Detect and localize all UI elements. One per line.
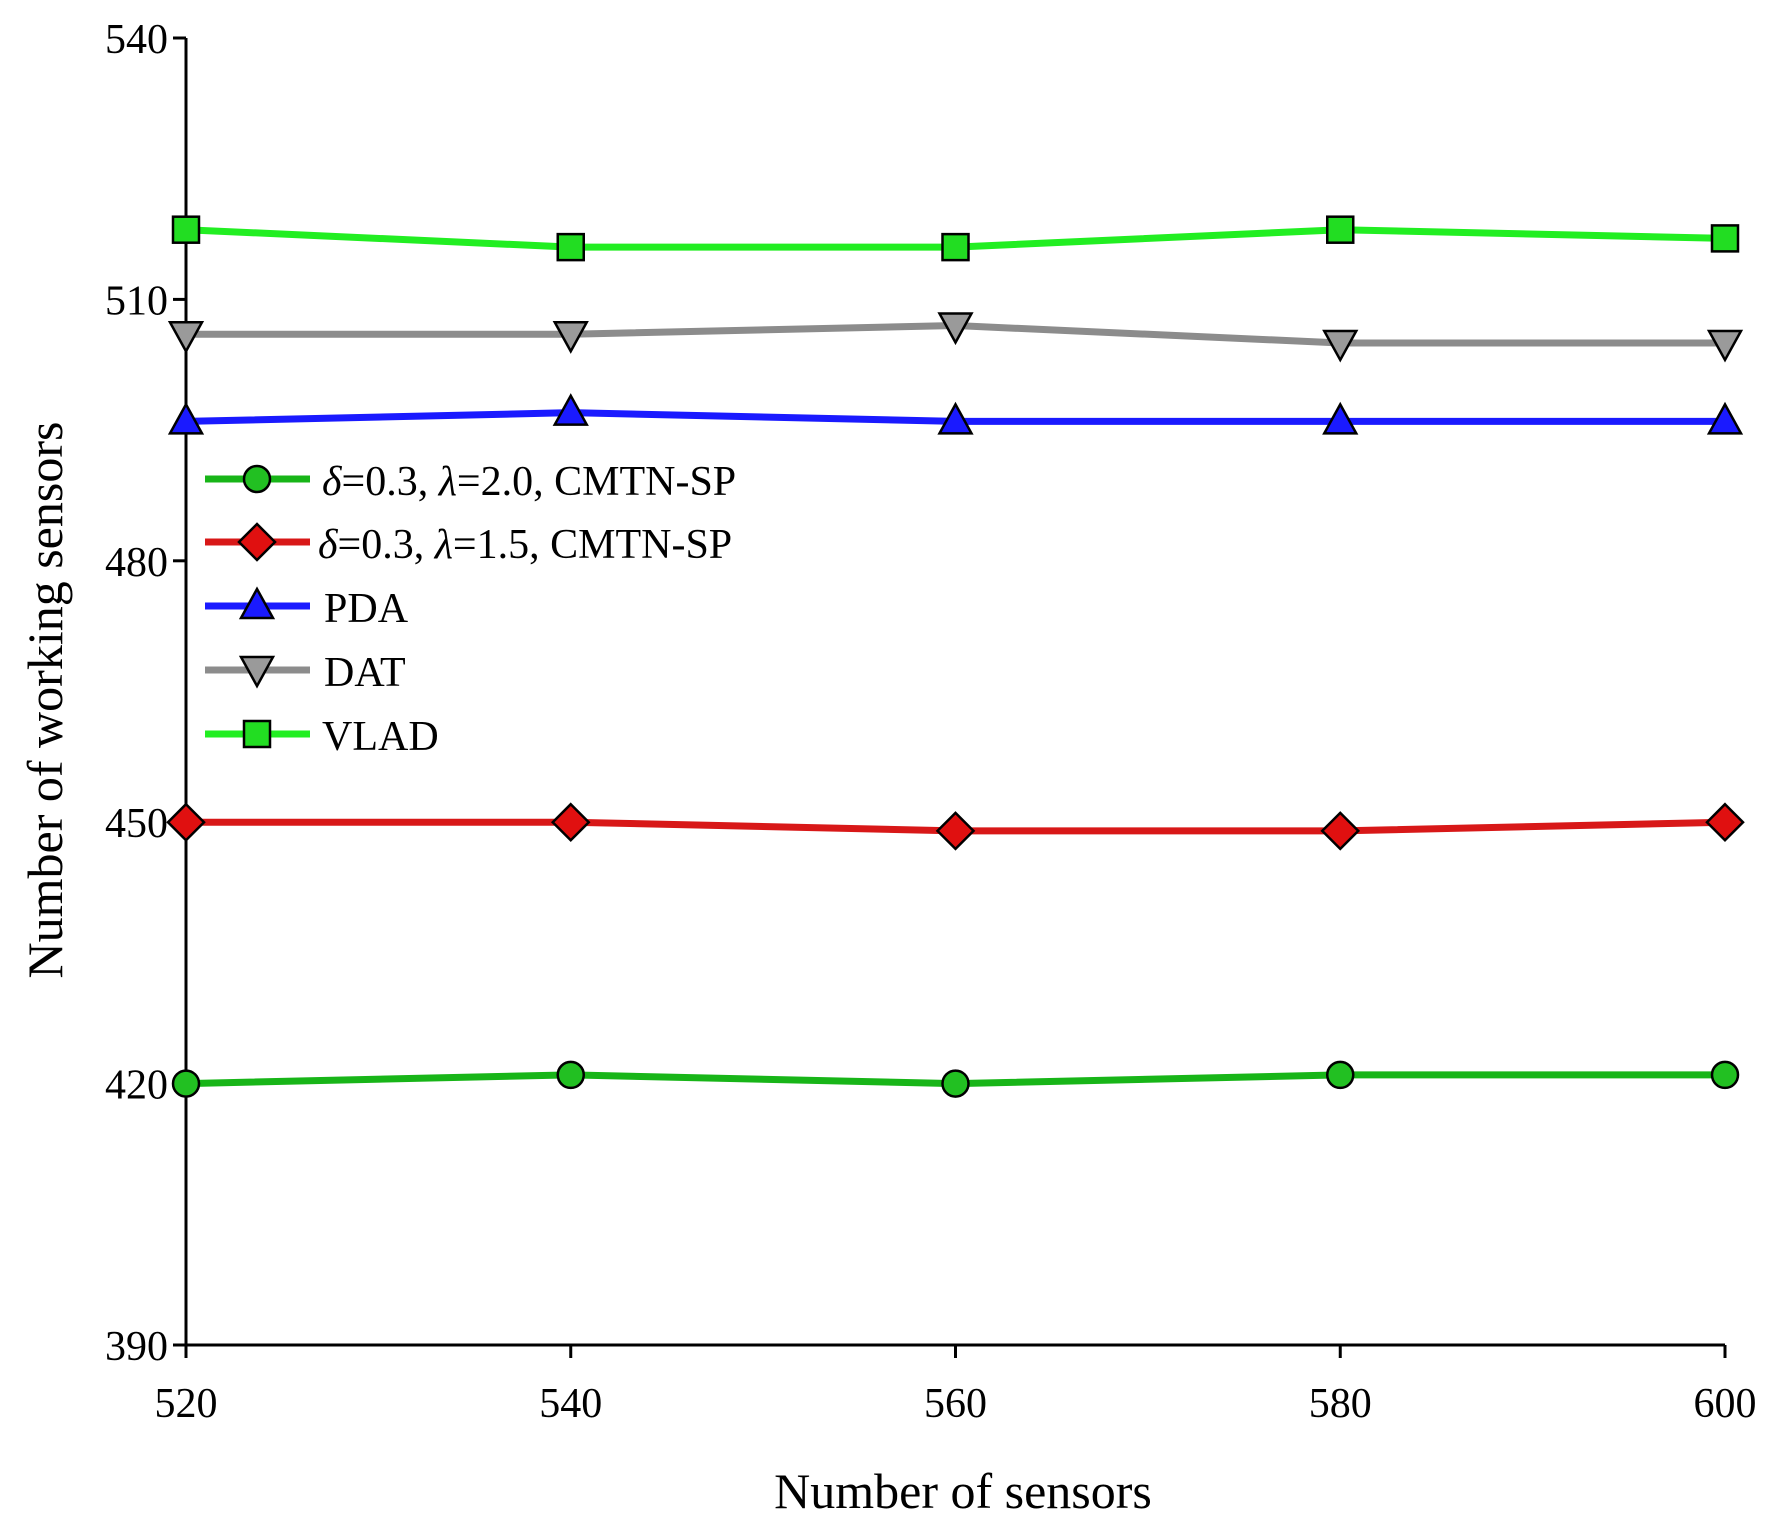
data-point-square [1326, 215, 1355, 244]
data-point-diamond [550, 802, 591, 842]
data-point-diamond [1705, 802, 1745, 842]
data-point-diamond [935, 811, 976, 851]
y-tick-label: 390 [105, 1324, 168, 1370]
data-point-square [171, 215, 201, 244]
data-point-square [941, 232, 970, 262]
data-point-triangle-up [167, 401, 205, 435]
x-tick-label: 540 [539, 1381, 602, 1427]
legend-label-2-delta: δ [318, 522, 339, 568]
y-tick-label: 480 [105, 540, 168, 586]
x-tick-label: 560 [924, 1381, 987, 1427]
legend-entry-5: VLAD [205, 714, 439, 760]
data-point-triangle-down [1706, 329, 1744, 363]
x-axis-label: Number of sensors [774, 1463, 1152, 1519]
legend-marker-triangle-down [238, 655, 276, 689]
data-point-triangle-up [552, 393, 589, 426]
data-point-circle [1710, 1060, 1740, 1090]
x-tick-label: 600 [1694, 1381, 1757, 1427]
series-lines [185, 226, 1726, 1088]
legend-label-2-part2: =1.5, CMTN-SP [453, 522, 732, 568]
legend-entry-2: δ=0.3, λ=1.5, CMTN-SP [205, 522, 732, 568]
legend-label-1-part1: =0.3, [342, 459, 439, 505]
legend-label-5: VLAD [322, 714, 439, 760]
legend-marker-circle [242, 464, 272, 494]
series-markers [166, 215, 1745, 1098]
y-tick-label: 450 [105, 801, 168, 847]
legend: δ=0.3, λ=2.0, CMTN-SP δ=0.3, λ=1.5, CMTN… [205, 459, 736, 760]
legend-label-2-part1: =0.3, [338, 522, 435, 568]
legend-label-4: DAT [324, 650, 406, 696]
legend-marker-triangle-up [238, 586, 276, 620]
legend-marker-square [242, 719, 272, 749]
data-point-circle [556, 1060, 585, 1090]
data-point-circle [171, 1069, 201, 1098]
data-point-triangle-down [167, 321, 205, 354]
data-point-triangle-down [1322, 329, 1359, 363]
data-point-triangle-up [1322, 401, 1359, 435]
legend-entry-4: DAT [205, 650, 406, 696]
data-point-square [1710, 224, 1740, 253]
x-tick-label: 520 [155, 1381, 218, 1427]
y-tick-label: 510 [105, 278, 168, 324]
legend-marker-diamond [237, 522, 277, 562]
data-point-circle [941, 1069, 970, 1098]
data-point-triangle-up [937, 401, 974, 435]
data-point-triangle-down [552, 321, 589, 354]
y-tick-label: 540 [105, 17, 168, 63]
legend-label-3: PDA [324, 586, 409, 632]
legend-label-1: δ=0.3, λ=2.0, CMTN-SP [322, 459, 736, 505]
legend-label-1-delta: δ [322, 459, 343, 505]
data-point-triangle-down [937, 312, 974, 346]
legend-label-1-lambda: λ [437, 459, 457, 505]
legend-entry-3: PDA [205, 586, 409, 632]
legend-label-2-lambda: λ [433, 522, 453, 568]
data-point-square [556, 232, 585, 262]
ticks: 390 420 450 480 510 540 520 540 560 580 600 [105, 17, 1757, 1427]
data-point-circle [1326, 1060, 1355, 1090]
x-tick-label: 580 [1309, 1381, 1372, 1427]
data-point-diamond [1320, 811, 1361, 851]
legend-entry-1: δ=0.3, λ=2.0, CMTN-SP [205, 459, 736, 505]
legend-label-2: δ=0.3, λ=1.5, CMTN-SP [318, 522, 732, 568]
y-tick-label: 420 [105, 1063, 168, 1109]
data-point-diamond [166, 802, 206, 842]
data-point-triangle-up [1706, 401, 1744, 435]
y-axis-label: Number of working sensors [17, 422, 73, 979]
legend-label-1-part2: =2.0, CMTN-SP [457, 459, 736, 505]
